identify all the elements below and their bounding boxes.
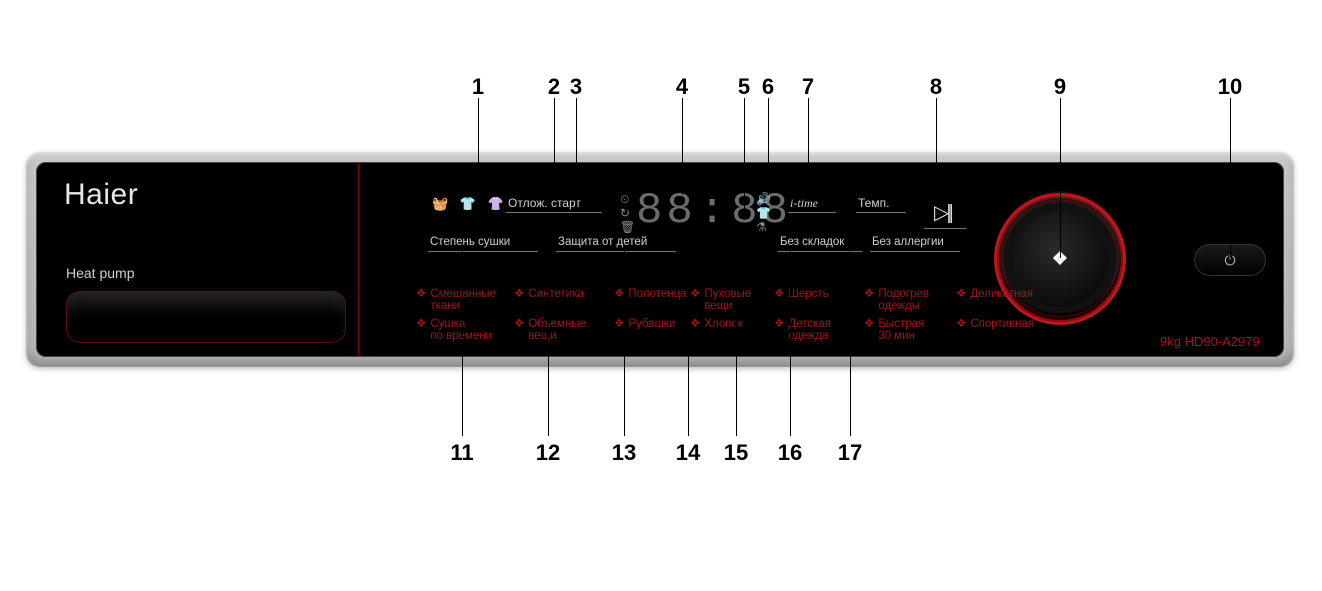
action-hypo-underline — [870, 251, 960, 252]
program-diamond-icon: ❖ — [774, 318, 784, 330]
action-dry_level[interactable]: Степень сушки — [430, 236, 510, 248]
program-1-0[interactable]: ❖Смешанныеткани — [416, 288, 496, 312]
action-delay-underline — [506, 212, 602, 213]
callout-15: 15 — [724, 440, 748, 466]
callout-3-leader — [576, 98, 577, 212]
callout-4-leader — [682, 98, 683, 195]
callout-12-leader — [548, 250, 549, 436]
callout-14: 14 — [676, 440, 700, 466]
callout-14-leader — [688, 250, 689, 436]
action-itime[interactable]: i-time — [790, 196, 818, 211]
action-child_lock-underline — [556, 251, 676, 252]
callout-16-leader — [790, 250, 791, 436]
callout-17: 17 — [838, 440, 862, 466]
callout-13: 13 — [612, 440, 636, 466]
program-diamond-icon: ❖ — [956, 318, 966, 330]
led-right-icons: 🔊 👕 ⚗ — [756, 192, 771, 234]
callout-10: 10 — [1218, 74, 1242, 100]
program-diamond-icon: ❖ — [774, 288, 784, 300]
brand-logo: Haier — [64, 178, 138, 212]
action-anticrease[interactable]: Без складок — [780, 236, 844, 248]
callout-11: 11 — [450, 440, 473, 466]
callout-8-leader — [936, 98, 937, 195]
action-dry_level-underline — [428, 251, 538, 252]
callout-5-leader — [744, 98, 745, 212]
callout-12: 12 — [536, 440, 560, 466]
program-diamond-icon: ❖ — [614, 288, 624, 300]
program-diamond-icon: ❖ — [416, 288, 426, 300]
callout-6-leader — [768, 98, 769, 195]
program-diamond-icon: ❖ — [614, 318, 624, 330]
callout-6: 6 — [762, 74, 774, 100]
program-2-4[interactable]: ❖Детскаяодежда — [774, 318, 831, 342]
action-child_lock[interactable]: Защита от детей — [558, 236, 647, 248]
program-1-5[interactable]: ❖Подогреводежды — [864, 288, 929, 312]
callout-7: 7 — [802, 74, 814, 100]
callout-3: 3 — [570, 74, 582, 100]
callout-10-leader — [1230, 98, 1231, 258]
start-pause-underline — [924, 228, 966, 229]
action-itime-underline — [788, 212, 836, 213]
callout-16: 16 — [778, 440, 802, 466]
callout-9-leader — [1060, 98, 1061, 258]
program-diamond-icon: ❖ — [956, 288, 966, 300]
program-2-5[interactable]: ❖Быстрая30 мин — [864, 318, 924, 342]
program-diamond-icon: ❖ — [690, 288, 700, 300]
heat-pump-label: Heat pump — [66, 265, 134, 281]
action-delay[interactable]: Отлож. старт — [508, 196, 581, 210]
callout-15-leader — [736, 250, 737, 436]
door-handle-recess[interactable] — [66, 291, 346, 343]
callout-5: 5 — [738, 74, 750, 100]
callout-1-leader — [478, 98, 479, 195]
dry-level-icons: 🧺 👕 👚 — [432, 196, 508, 212]
callout-9: 9 — [1054, 74, 1066, 100]
callout-8: 8 — [930, 74, 942, 100]
program-diamond-icon: ❖ — [514, 288, 524, 300]
model-number: 9kg HD90-A2979 — [1160, 334, 1260, 349]
start-pause-button[interactable]: ▷|| — [934, 200, 951, 225]
led-left-icons: ⏲ ↻ 🗑 — [620, 192, 635, 234]
program-1-4[interactable]: ❖Шерсть — [774, 288, 829, 300]
program-1-6[interactable]: ❖Деликатная — [956, 288, 1033, 300]
program-2-3[interactable]: ❖Хлопок — [690, 318, 743, 330]
program-2-1[interactable]: ❖Объемныевещи — [514, 318, 586, 342]
action-hypo[interactable]: Без аллергии — [872, 236, 944, 248]
callout-11-leader — [462, 250, 463, 436]
program-diamond-icon: ❖ — [690, 318, 700, 330]
callout-4: 4 — [676, 74, 688, 100]
callout-13-leader — [624, 250, 625, 436]
program-2-6[interactable]: ❖Спортивная — [956, 318, 1034, 330]
program-2-0[interactable]: ❖Сушкапо времени — [416, 318, 492, 342]
program-diamond-icon: ❖ — [416, 318, 426, 330]
program-diamond-icon: ❖ — [864, 318, 874, 330]
callout-2-leader — [554, 98, 555, 195]
callout-17-leader — [850, 250, 851, 436]
callout-7-leader — [808, 98, 809, 195]
callout-1: 1 — [472, 74, 484, 100]
program-1-3[interactable]: ❖Пуховыевещи — [690, 288, 751, 312]
callout-2: 2 — [548, 74, 560, 100]
action-temp-underline — [856, 212, 906, 213]
program-diamond-icon: ❖ — [864, 288, 874, 300]
red-divider — [358, 162, 359, 357]
program-diamond-icon: ❖ — [514, 318, 524, 330]
action-temp[interactable]: Темп. — [858, 196, 889, 210]
